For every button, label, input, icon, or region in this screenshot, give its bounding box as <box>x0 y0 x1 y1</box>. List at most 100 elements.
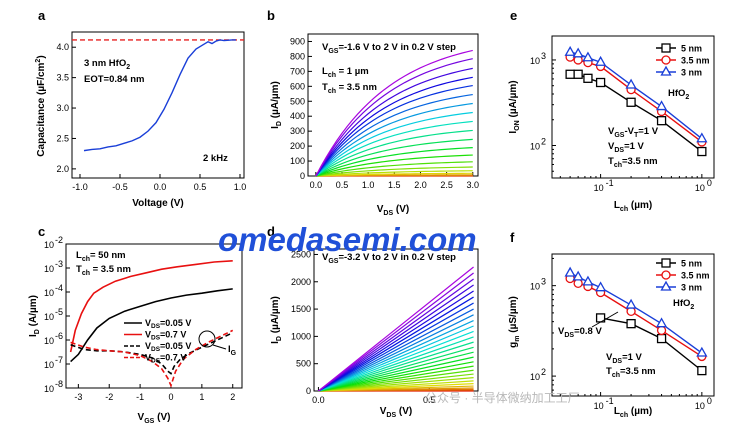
panel-c-ytick-exponent: -5 <box>55 307 63 317</box>
panel-e-ytick-exponent: 3 <box>541 51 546 61</box>
panel-f-data-marker <box>572 270 584 281</box>
panel-d-ylabel: ID (µA/µm) <box>270 296 283 344</box>
panel-e-data-marker <box>655 100 668 111</box>
panel-b-xtick-label: 3.0 <box>467 180 480 190</box>
panel-f-xtick-exponent: -1 <box>606 396 614 406</box>
panel-d-curve <box>318 351 474 392</box>
panel-a-ytick-label: 4.0 <box>56 42 69 52</box>
panel-d-xlabel: VDS (V) <box>380 406 413 419</box>
panel-b-curve <box>315 49 473 177</box>
panel-a-annotation-eot: EOT=0.84 nm <box>84 74 144 85</box>
panel-f-data-marker <box>697 365 707 376</box>
panel-e-legend-marker <box>661 43 671 53</box>
panel-e-series-line <box>570 73 703 153</box>
panel-c-series-line <box>70 329 234 388</box>
panel-b-output-chart: b 0.0 0.5 1.0 1.5 2.0 2.5 3.0 0 100 200 300 400 500 6… <box>267 8 479 217</box>
panel-f-ylabel: gm (µS/µm) <box>508 296 521 348</box>
panel-e-ytick-label: 10 <box>530 141 540 151</box>
panel-b-curve <box>315 120 473 177</box>
panel-a-xtick-label: -0.5 <box>112 182 128 192</box>
panel-d-curve <box>318 369 474 392</box>
panel-e-xtick-label: 10 <box>594 183 604 193</box>
panel-c-ytick-exponent: -8 <box>55 379 63 389</box>
panel-a-capacitance-chart: a -1.0 -0.5 0.0 0.5 1.0 2.0 2.5 3.0 3.5 4.0 3 nm … <box>35 8 246 209</box>
panel-a-annotation-freq: 2 kHz <box>203 153 228 164</box>
panel-f-legend-label: 3 nm <box>681 283 702 293</box>
panel-e-annotation-vgs: VGS-VT=1 V <box>608 126 659 139</box>
panel-c-ytick-exponent: -4 <box>55 283 63 293</box>
panel-d-curve <box>318 266 474 392</box>
panel-d-curve <box>318 373 474 392</box>
panel-b-curve <box>315 102 473 177</box>
panel-e-data-marker <box>625 78 637 89</box>
panel-d-ytick-label: 2500 <box>291 249 311 259</box>
panel-e-data-marker <box>595 77 606 88</box>
panel-f-data-marker <box>564 266 576 277</box>
panel-a-series-line <box>83 39 236 152</box>
panel-c-xtick-label: 0 <box>168 392 173 402</box>
panel-c-xtick-label: -3 <box>74 392 82 402</box>
panel-c-ytick-label: 10 <box>44 288 54 298</box>
panel-b-curve <box>315 166 473 177</box>
panel-f-ytick-exponent: 2 <box>541 367 546 377</box>
panel-f-legend-marker <box>661 270 671 280</box>
panel-d-curve <box>318 314 474 392</box>
panel-c-ytick-label: 10 <box>44 336 54 346</box>
panel-f-data-marker <box>656 325 667 336</box>
panel-d-ytick-label: 1000 <box>291 331 311 341</box>
panel-a-xtick-label: 1.0 <box>234 182 247 192</box>
panel-d-ytick-label: 500 <box>296 359 311 369</box>
panel-d-curve <box>318 356 474 392</box>
panel-f-annotation-tch: Tch=3.5 nm <box>606 366 656 379</box>
panel-c-series-line <box>69 260 233 353</box>
panel-d-curve <box>318 284 474 392</box>
panel-c-xtick-label: -2 <box>105 392 113 402</box>
panel-e-legend-marker <box>660 65 672 76</box>
panel-e-data-marker <box>696 132 708 143</box>
panel-b-ytick-label: 700 <box>290 66 305 76</box>
panel-f-legend-label: 5 nm <box>681 259 702 269</box>
panel-b-xtick-label: 0.5 <box>336 180 349 190</box>
panel-d-curve <box>318 278 474 392</box>
panel-b-curve <box>315 161 473 177</box>
panel-e-legend: 5 nm 3.5 nm 3 nm <box>656 43 710 78</box>
panel-d-curve <box>318 325 474 392</box>
panel-b-xtick-label: 1.0 <box>362 180 375 190</box>
panel-b-ytick-label: 600 <box>290 81 305 91</box>
panel-d-curve <box>318 341 474 392</box>
panel-b-ytick-label: 200 <box>290 141 305 151</box>
panel-d-ytick-label: 2000 <box>291 277 311 287</box>
panel-e-ytick-label: 10 <box>530 56 540 66</box>
panel-e-data-marker <box>594 55 607 66</box>
panel-f-data-marker <box>582 275 594 286</box>
panel-c-legend-label: VDS=0.05 V <box>145 318 191 330</box>
panel-e-data-marker <box>656 116 667 126</box>
panel-b-curve <box>315 147 473 177</box>
panel-f-legend-label: 3.5 nm <box>681 271 710 281</box>
panel-a-xtick-label: 0.0 <box>154 182 167 192</box>
panel-f-annotation-vds1: VDS=1 V <box>606 352 643 365</box>
panel-d-curve <box>318 290 474 392</box>
panel-f-ytick-label: 10 <box>530 372 540 382</box>
panel-c-letter: c <box>38 224 45 239</box>
panel-b-curve <box>315 129 473 177</box>
panel-b-curve <box>315 93 473 177</box>
panel-f-data-marker <box>696 346 708 357</box>
panel-c-xtick-label: 2 <box>230 392 235 402</box>
panel-d-letter: d <box>267 224 275 239</box>
panel-f-vds-pointer <box>591 311 619 328</box>
panel-b-curve <box>315 67 473 177</box>
panel-e-data-marker <box>697 146 707 157</box>
panel-d-curve <box>318 330 474 392</box>
panel-f-xtick-label: 10 <box>695 401 705 411</box>
panel-f-data-marker <box>573 278 583 289</box>
panel-f-data-marker <box>656 333 667 344</box>
panel-e-annotation-vds: VDS=1 V <box>608 141 645 154</box>
panel-a-xlabel: Voltage (V) <box>132 198 183 209</box>
panel-e-xtick-label: 10 <box>695 183 705 193</box>
panel-f-xlabel: Lch (µm) <box>614 406 652 419</box>
panel-b-ytick-label: 800 <box>290 51 305 61</box>
panel-c-xtick-label: -1 <box>136 392 144 402</box>
panel-c-ytick-exponent: -7 <box>55 355 63 365</box>
